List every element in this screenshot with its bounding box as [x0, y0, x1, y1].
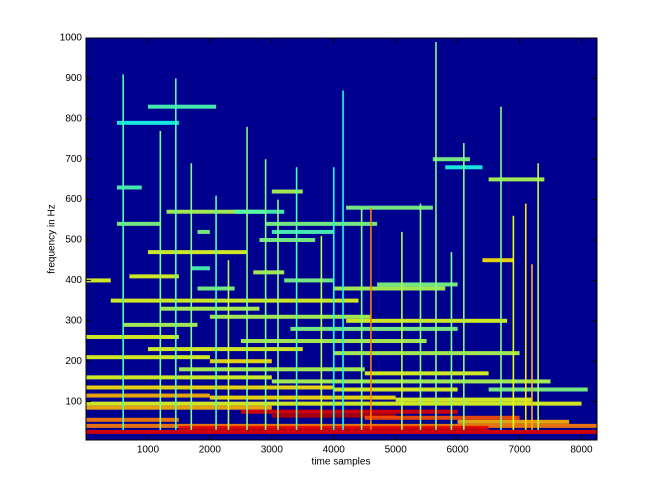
streak: [271, 189, 303, 194]
streak: [86, 355, 210, 360]
y-tick-label: 600: [65, 194, 82, 205]
y-axis-label: frequency in Hz: [47, 204, 58, 273]
streak: [346, 318, 508, 323]
x-tick-label: 8000: [570, 445, 593, 456]
streak: [333, 286, 446, 291]
y-tick-label: 400: [65, 275, 82, 286]
streak: [86, 393, 210, 398]
streak: [346, 205, 433, 210]
y-tick-label: 700: [65, 154, 82, 165]
x-tick-label: 2000: [199, 445, 222, 456]
streak: [240, 409, 458, 414]
streak: [377, 282, 458, 287]
x-tick-label: 7000: [508, 445, 531, 456]
y-tick-label: 900: [65, 73, 82, 84]
streak: [488, 177, 545, 182]
x-axis-label: time samples: [312, 457, 371, 468]
x-tick-label: 1000: [137, 445, 160, 456]
streak: [333, 387, 458, 392]
y-tick-label: 800: [65, 113, 82, 124]
streak: [116, 185, 142, 190]
streak: [209, 395, 396, 400]
streak: [86, 429, 597, 434]
streak: [86, 278, 111, 283]
streak: [234, 209, 285, 214]
streak: [259, 238, 316, 243]
streak: [86, 385, 334, 390]
streak: [364, 371, 489, 376]
streak: [147, 250, 248, 255]
streak: [86, 334, 179, 339]
streak: [116, 221, 161, 226]
streak: [160, 306, 260, 311]
streak: [364, 415, 520, 420]
streak: [86, 417, 179, 422]
streak: [271, 379, 551, 384]
streak: [86, 423, 597, 428]
streak: [290, 326, 458, 331]
plot-frame: [85, 37, 598, 441]
y-tick-label: 100: [65, 396, 82, 407]
streak: [110, 298, 359, 303]
streak: [191, 266, 210, 271]
streak: [178, 367, 365, 372]
y-tick-label: 200: [65, 356, 82, 367]
streak: [129, 274, 179, 279]
x-tick-label: 6000: [447, 445, 470, 456]
streak: [116, 120, 179, 125]
streak: [209, 359, 272, 364]
streak: [271, 229, 334, 234]
streak: [333, 351, 520, 356]
streak: [253, 270, 285, 275]
x-tick-label: 3000: [261, 445, 284, 456]
streak: [482, 258, 514, 263]
streak: [86, 375, 272, 380]
y-tick-label: 500: [65, 235, 82, 246]
streak: [209, 314, 371, 319]
streak: [284, 278, 334, 283]
plot-area: [86, 42, 597, 434]
streak: [147, 347, 303, 352]
streak: [86, 405, 272, 410]
streak: [197, 229, 210, 234]
y-tick-label: 300: [65, 315, 82, 326]
y-tick-label: 1000: [60, 33, 83, 44]
x-tick-label: 4000: [323, 445, 346, 456]
streak: [432, 157, 471, 162]
x-tick-label: 5000: [385, 445, 408, 456]
streak: [147, 104, 217, 109]
streak: [265, 221, 378, 226]
